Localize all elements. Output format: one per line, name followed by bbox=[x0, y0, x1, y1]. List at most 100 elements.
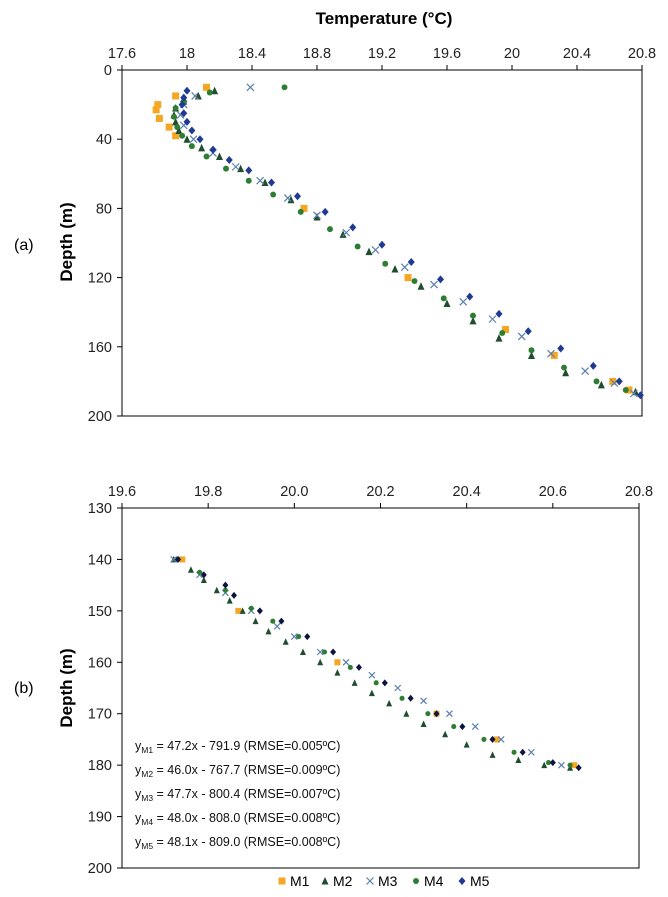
data-point-m3 bbox=[368, 671, 376, 679]
data-point-m2 bbox=[334, 669, 341, 676]
data-point-m2 bbox=[198, 143, 206, 152]
legend-label-m2: M2 bbox=[333, 873, 353, 889]
data-point-m1 bbox=[300, 204, 308, 212]
y-tick-label: 180 bbox=[88, 758, 112, 774]
data-point-m5 bbox=[407, 694, 414, 702]
data-point-m2 bbox=[299, 648, 306, 655]
data-point-m3 bbox=[231, 162, 240, 171]
data-point-m3 bbox=[189, 135, 198, 144]
y-tick-label: 160 bbox=[88, 655, 112, 671]
equation-m2: yM2 = 46.0x - 767.7 (RMSE=0.009ºC) bbox=[135, 763, 340, 779]
data-point-m2 bbox=[226, 597, 233, 604]
data-point-m1 bbox=[502, 326, 509, 333]
data-point-m4 bbox=[281, 84, 288, 91]
data-point-m2 bbox=[252, 617, 259, 625]
data-point-m3 bbox=[273, 622, 281, 630]
x-tick-label: 20.4 bbox=[563, 46, 591, 62]
data-point-m2 bbox=[469, 316, 477, 325]
legend-label-m5: M5 bbox=[470, 873, 490, 889]
data-point-m5 bbox=[466, 292, 474, 301]
data-point-m2 bbox=[200, 576, 207, 583]
data-point-m5 bbox=[321, 207, 329, 216]
data-point-m4 bbox=[347, 664, 353, 670]
data-point-m4 bbox=[296, 634, 302, 640]
data-point-m5 bbox=[245, 166, 253, 175]
data-point-m5 bbox=[180, 93, 188, 102]
data-point-m5 bbox=[557, 344, 565, 353]
data-point-m5 bbox=[407, 258, 415, 267]
data-point-m5 bbox=[225, 155, 233, 164]
equation-m3: yM3 = 47.7x - 800.4 (RMSE=0.007ºC) bbox=[135, 787, 340, 803]
data-point-m2 bbox=[386, 699, 393, 707]
data-point-m4 bbox=[545, 760, 552, 766]
data-point-m3 bbox=[256, 176, 265, 185]
data-point-m4 bbox=[197, 569, 203, 575]
data-point-m3 bbox=[316, 648, 324, 656]
data-point-m3 bbox=[497, 736, 505, 743]
data-point-m1 bbox=[550, 351, 558, 359]
x-tick-label: 18 bbox=[179, 46, 195, 62]
data-point-m4 bbox=[248, 605, 254, 611]
data-point-m3 bbox=[558, 761, 565, 769]
data-point-m5 bbox=[231, 591, 238, 599]
data-point-m4 bbox=[179, 132, 186, 139]
legend-label-m3: M3 bbox=[378, 873, 398, 889]
data-point-m5 bbox=[222, 581, 229, 589]
data-point-m5 bbox=[183, 86, 191, 95]
data-point-m1 bbox=[404, 274, 412, 282]
data-point-m5 bbox=[175, 555, 182, 563]
data-point-m5 bbox=[636, 391, 644, 400]
panel-a-points bbox=[152, 83, 644, 400]
data-point-m1 bbox=[172, 132, 180, 140]
data-point-m1 bbox=[625, 386, 633, 394]
data-point-m3 bbox=[488, 315, 497, 324]
y-tick-label: 0 bbox=[104, 63, 112, 79]
data-point-m5 bbox=[183, 117, 191, 126]
series-m3 bbox=[170, 556, 565, 769]
data-point-m5 bbox=[180, 109, 188, 118]
data-point-m2 bbox=[528, 351, 535, 359]
legend: M1 M2 M3 M4 M5 bbox=[278, 873, 490, 889]
data-point-m2 bbox=[265, 627, 272, 635]
data-point-m4 bbox=[561, 364, 567, 371]
x-tick-label: 20 bbox=[504, 46, 520, 62]
data-point-m2 bbox=[339, 230, 347, 238]
data-point-m5 bbox=[355, 663, 362, 671]
y-tick-label: 130 bbox=[88, 501, 112, 517]
legend-marker-m5 bbox=[458, 877, 466, 885]
data-point-m4 bbox=[593, 378, 600, 385]
legend-marker-m3 bbox=[366, 877, 374, 885]
data-point-m4 bbox=[425, 711, 431, 717]
x-tick-label: 19.6 bbox=[433, 46, 461, 62]
data-point-m4 bbox=[206, 89, 213, 96]
data-point-m2 bbox=[597, 380, 605, 389]
data-point-m1 bbox=[155, 114, 163, 122]
panel-a-x-ticks: 17.6 18 18.4 18.8 19.2 19.6 20 20.4 20.8 bbox=[108, 46, 656, 70]
data-point-m5 bbox=[256, 607, 263, 615]
panel-a-label: (a) bbox=[14, 237, 34, 254]
data-point-m4 bbox=[567, 762, 573, 768]
data-point-m5 bbox=[615, 377, 623, 386]
panel-a-y-ticks: 0 40 80 120 160 200 bbox=[88, 63, 122, 425]
data-point-m5 bbox=[378, 240, 386, 249]
series-m4 bbox=[175, 556, 573, 768]
data-point-m3 bbox=[191, 92, 200, 100]
x-tick-label: 20.8 bbox=[625, 484, 653, 500]
y-tick-label: 40 bbox=[96, 132, 112, 148]
data-point-m2 bbox=[261, 178, 269, 186]
data-point-m3 bbox=[430, 280, 438, 289]
x-tick-label: 18.8 bbox=[303, 46, 331, 62]
data-point-m1 bbox=[571, 762, 578, 769]
data-point-m2 bbox=[187, 566, 194, 573]
y-tick-label: 160 bbox=[88, 340, 112, 356]
data-point-m2 bbox=[443, 299, 451, 308]
panel-b-x-ticks: 19.6 19.8 20.0 20.2 20.4 20.6 20.8 bbox=[108, 484, 653, 508]
y-tick-label: 80 bbox=[96, 201, 112, 217]
x-tick-label: 19.6 bbox=[108, 484, 136, 500]
data-point-m4 bbox=[354, 243, 361, 250]
data-point-m3 bbox=[394, 684, 402, 692]
data-point-m3 bbox=[170, 556, 178, 563]
data-point-m4 bbox=[499, 329, 506, 336]
data-point-m3 bbox=[547, 349, 555, 358]
